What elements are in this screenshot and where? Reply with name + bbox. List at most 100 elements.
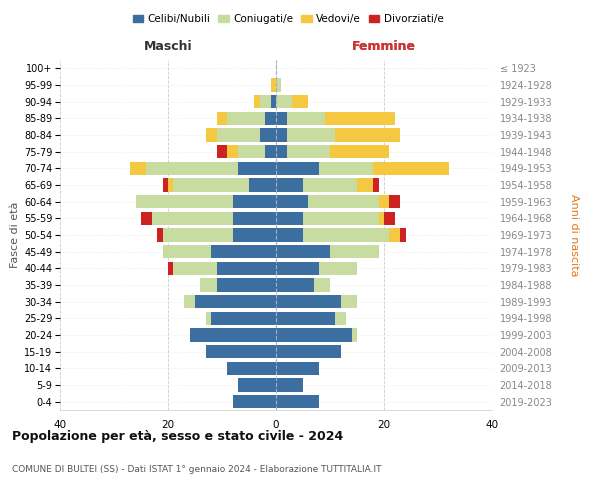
Bar xyxy=(130,162,146,175)
Bar xyxy=(260,128,276,141)
Bar xyxy=(276,245,330,258)
Bar xyxy=(389,195,400,208)
Bar xyxy=(211,312,276,325)
Bar xyxy=(373,162,449,175)
Bar xyxy=(352,328,357,342)
Bar xyxy=(276,78,281,92)
Bar xyxy=(276,128,287,141)
Y-axis label: Anni di nascita: Anni di nascita xyxy=(569,194,579,276)
Bar xyxy=(292,95,308,108)
Bar xyxy=(141,212,152,225)
Bar xyxy=(217,262,276,275)
Bar xyxy=(325,112,395,125)
Text: Femmine: Femmine xyxy=(352,40,416,53)
Bar xyxy=(314,278,330,291)
Bar xyxy=(276,262,319,275)
Bar xyxy=(379,195,389,208)
Bar xyxy=(265,145,276,158)
Bar xyxy=(303,228,389,241)
Bar xyxy=(238,378,276,392)
Bar xyxy=(373,178,379,192)
Bar xyxy=(163,228,233,241)
Bar xyxy=(260,95,271,108)
Bar xyxy=(276,95,292,108)
Bar xyxy=(233,195,276,208)
Bar xyxy=(190,328,276,342)
Bar xyxy=(276,112,287,125)
Bar xyxy=(276,278,314,291)
Bar xyxy=(276,312,335,325)
Bar xyxy=(303,178,357,192)
Bar xyxy=(276,228,303,241)
Bar xyxy=(217,128,260,141)
Bar xyxy=(200,278,217,291)
Bar xyxy=(276,345,341,358)
Bar xyxy=(287,112,325,125)
Bar xyxy=(265,112,276,125)
Bar xyxy=(276,295,341,308)
Bar xyxy=(233,212,276,225)
Bar xyxy=(227,362,276,375)
Bar xyxy=(379,212,384,225)
Bar xyxy=(238,145,265,158)
Bar xyxy=(163,245,211,258)
Text: COMUNE DI BULTEI (SS) - Dati ISTAT 1° gennaio 2024 - Elaborazione TUTTITALIA.IT: COMUNE DI BULTEI (SS) - Dati ISTAT 1° ge… xyxy=(12,465,382,474)
Bar xyxy=(227,112,265,125)
Bar xyxy=(227,145,238,158)
Bar xyxy=(168,178,173,192)
Bar xyxy=(276,162,319,175)
Bar xyxy=(238,162,276,175)
Bar xyxy=(217,112,227,125)
Bar xyxy=(168,262,173,275)
Bar xyxy=(249,178,276,192)
Bar xyxy=(276,145,287,158)
Bar xyxy=(211,245,276,258)
Legend: Celibi/Nubili, Coniugati/e, Vedovi/e, Divorziati/e: Celibi/Nubili, Coniugati/e, Vedovi/e, Di… xyxy=(128,10,448,29)
Bar xyxy=(195,295,276,308)
Bar xyxy=(233,228,276,241)
Bar xyxy=(384,212,395,225)
Bar xyxy=(276,178,303,192)
Bar xyxy=(276,212,303,225)
Bar xyxy=(152,212,233,225)
Bar xyxy=(276,378,303,392)
Bar xyxy=(303,212,379,225)
Bar xyxy=(389,228,400,241)
Bar xyxy=(335,128,400,141)
Bar xyxy=(146,162,238,175)
Bar xyxy=(163,178,168,192)
Bar xyxy=(254,95,260,108)
Bar xyxy=(276,395,319,408)
Bar xyxy=(173,262,217,275)
Bar xyxy=(157,228,163,241)
Bar xyxy=(276,328,352,342)
Bar xyxy=(206,345,276,358)
Y-axis label: Fasce di età: Fasce di età xyxy=(10,202,20,268)
Bar xyxy=(271,78,276,92)
Bar xyxy=(335,312,346,325)
Bar xyxy=(217,278,276,291)
Bar xyxy=(173,178,249,192)
Text: Femmine: Femmine xyxy=(352,40,416,53)
Bar xyxy=(319,262,357,275)
Bar xyxy=(341,295,357,308)
Bar xyxy=(271,95,276,108)
Bar xyxy=(136,195,233,208)
Bar xyxy=(330,245,379,258)
Text: Maschi: Maschi xyxy=(143,40,193,53)
Bar xyxy=(357,178,373,192)
Bar xyxy=(206,128,217,141)
Text: Popolazione per età, sesso e stato civile - 2024: Popolazione per età, sesso e stato civil… xyxy=(12,430,343,443)
Bar xyxy=(308,195,379,208)
Bar xyxy=(217,145,227,158)
Bar xyxy=(400,228,406,241)
Bar xyxy=(330,145,389,158)
Bar xyxy=(287,145,330,158)
Bar xyxy=(184,295,195,308)
Bar xyxy=(276,195,308,208)
Bar xyxy=(206,312,211,325)
Bar xyxy=(276,362,319,375)
Bar xyxy=(233,395,276,408)
Bar xyxy=(287,128,335,141)
Bar xyxy=(319,162,373,175)
